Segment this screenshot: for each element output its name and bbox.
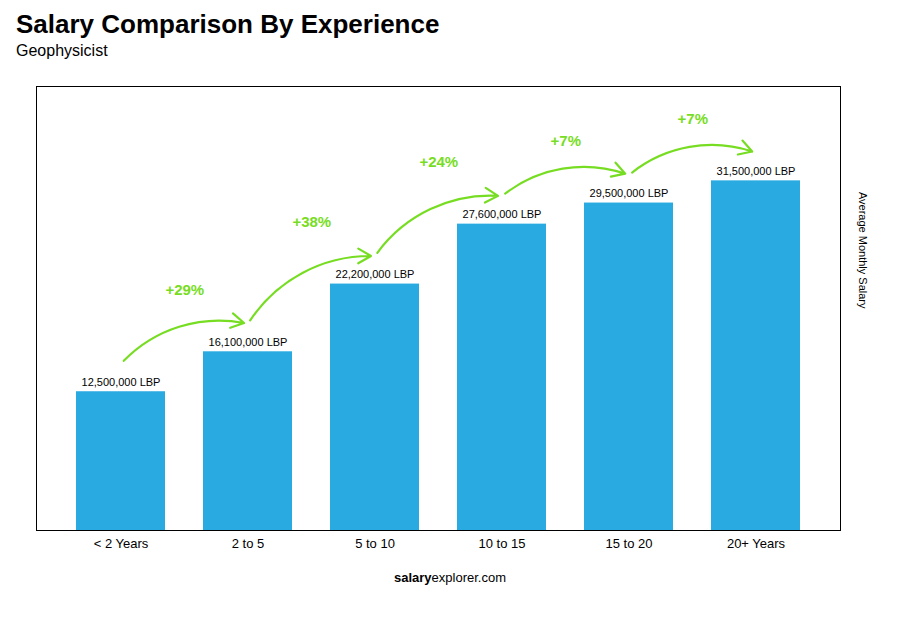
svg-text:Average Monthly Salary: Average Monthly Salary [857,192,869,309]
svg-text:12,500,000 LBP: 12,500,000 LBP [82,376,161,388]
svg-text:16,100,000 LBP: 16,100,000 LBP [209,336,288,348]
svg-text:31,500,000 LBP: 31,500,000 LBP [717,165,796,177]
svg-text:22,200,000 LBP: 22,200,000 LBP [336,268,415,280]
svg-text:2 to 5: 2 to 5 [232,536,265,551]
svg-text:20+ Years: 20+ Years [727,536,786,551]
svg-text:< 2 Years: < 2 Years [94,536,149,551]
svg-text:+7%: +7% [551,132,581,149]
svg-text:15 to 20: 15 to 20 [606,536,653,551]
svg-text:27,600,000 LBP: 27,600,000 LBP [463,208,542,220]
svg-text:+24%: +24% [419,153,458,170]
svg-text:+38%: +38% [292,213,331,230]
html-text:salary explorer.com: salary explorer.com [394,570,506,585]
svg-text:29,500,000 LBP: 29,500,000 LBP [590,187,669,199]
svg-text:+29%: +29% [165,281,204,298]
html-text:Geophysicist: Geophysicist [16,42,108,59]
svg-text:+7%: +7% [678,110,708,127]
svg-text:5 to 10: 5 to 10 [355,536,395,551]
html-text:Salary Comparison By Experienc: Salary Comparison By Experience [16,9,440,39]
svg-text:10 to 15: 10 to 15 [479,536,526,551]
